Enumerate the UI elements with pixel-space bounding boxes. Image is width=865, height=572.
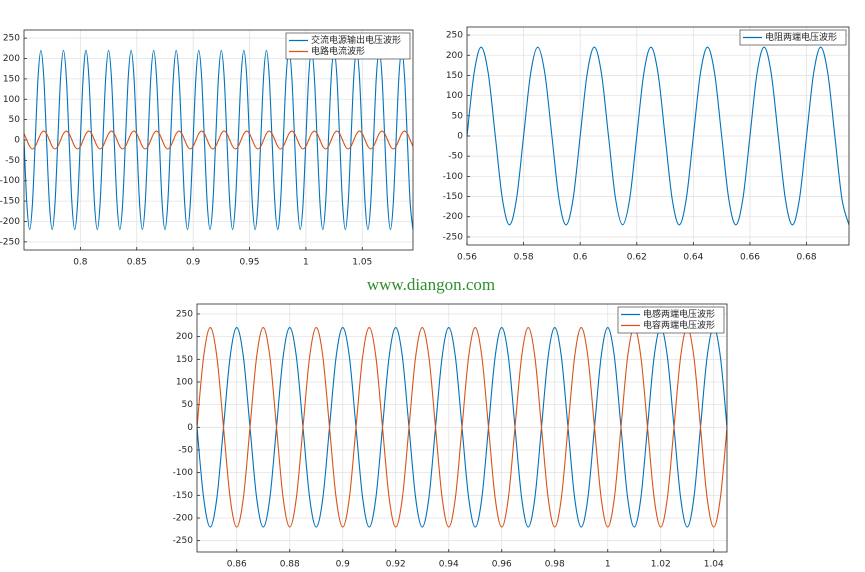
y-tick-label: -100 [173,468,194,478]
axes-box [23,29,414,251]
legend-label: 电容两端电压波形 [643,319,715,331]
y-tick-label: 250 [3,34,20,44]
x-tick-label: 0.95 [239,258,259,268]
legend-label: 交流电源输出电压波形 [311,34,401,46]
y-tick-label: -100 [0,176,20,186]
legend-box [739,29,847,46]
y-tick-label: -250 [173,536,194,546]
series-line [24,49,413,231]
series-line [24,130,413,150]
y-tick-label: 150 [3,74,20,84]
series-line [197,327,727,528]
x-tick-label: 1.02 [651,560,671,570]
watermark: www.diangon.com [367,275,495,294]
y-tick-label: 100 [446,91,463,101]
y-tick-label: 0 [457,132,463,142]
y-tick-label: 200 [176,332,193,342]
axes-box [466,26,850,246]
legend-box [285,32,411,60]
legend-label: 电阻两端电压波形 [765,31,837,43]
x-tick-label: 0.58 [514,253,534,263]
x-tick-label: 0.62 [627,253,647,263]
y-tick-label: 250 [176,309,193,319]
legend-box [617,306,725,334]
legend-label: 电感两端电压波形 [643,308,715,320]
y-tick-label: 150 [446,71,463,81]
y-tick-label: -50 [178,445,193,455]
x-tick-label: 0.56 [457,253,477,263]
chart: -250 -200 -150 -100 -50 0 50 100 150 200 250 0.56 0.… [443,26,850,263]
axes-box [196,303,728,553]
x-tick-label: 0.8 [73,258,88,268]
y-tick-label: 0 [187,423,193,433]
y-tick-label: -150 [0,197,20,207]
x-tick-label: 0.9 [336,560,351,570]
y-tick-label: -150 [443,192,464,202]
series-line [467,46,849,226]
legend: 电阻两端电压波形 [739,29,847,46]
x-tick-label: 0.85 [127,258,147,268]
y-tick-label: -200 [173,513,194,523]
y-tick-label: 0 [14,136,20,146]
y-tick-label: -100 [443,172,464,182]
y-tick-label: -50 [5,156,20,166]
y-tick-label: 200 [446,51,463,61]
legend-label: 电路电流波形 [311,45,365,57]
chart: -250 -200 -150 -100 -50 0 50 100 150 200 250 0.8 0.8… [0,29,414,268]
x-tick-label: 0.98 [545,560,565,570]
x-tick-label: 1.04 [704,560,724,570]
y-tick-label: -200 [443,212,464,222]
y-tick-label: -200 [0,217,20,227]
x-tick-label: 0.96 [492,560,512,570]
x-tick-label: 1 [605,560,611,570]
y-tick-label: 50 [452,111,464,121]
y-tick-label: 100 [3,95,20,105]
y-tick-label: 200 [3,54,20,64]
x-tick-label: 1.05 [352,258,372,268]
y-tick-label: 150 [176,355,193,365]
x-tick-label: 0.6 [573,253,588,263]
x-tick-label: 0.86 [227,560,247,570]
y-tick-label: 50 [182,400,194,410]
x-tick-label: 0.92 [386,560,406,570]
x-tick-label: 0.64 [683,253,703,263]
x-tick-label: 0.94 [439,560,459,570]
x-tick-label: 0.9 [186,258,201,268]
x-tick-label: 0.68 [797,253,817,263]
y-tick-label: 50 [9,115,21,125]
chart: -250 -200 -150 -100 -50 0 50 100 150 200 250 0.86 0.… [173,303,728,570]
y-tick-label: -250 [443,232,464,242]
y-tick-label: -250 [0,237,20,247]
x-tick-label: 1 [303,258,309,268]
y-tick-label: 250 [446,31,463,41]
y-tick-label: -50 [448,152,463,162]
x-tick-label: 0.88 [280,560,300,570]
y-tick-label: -150 [173,491,194,501]
x-tick-label: 0.66 [740,253,760,263]
y-tick-label: 100 [176,377,193,387]
